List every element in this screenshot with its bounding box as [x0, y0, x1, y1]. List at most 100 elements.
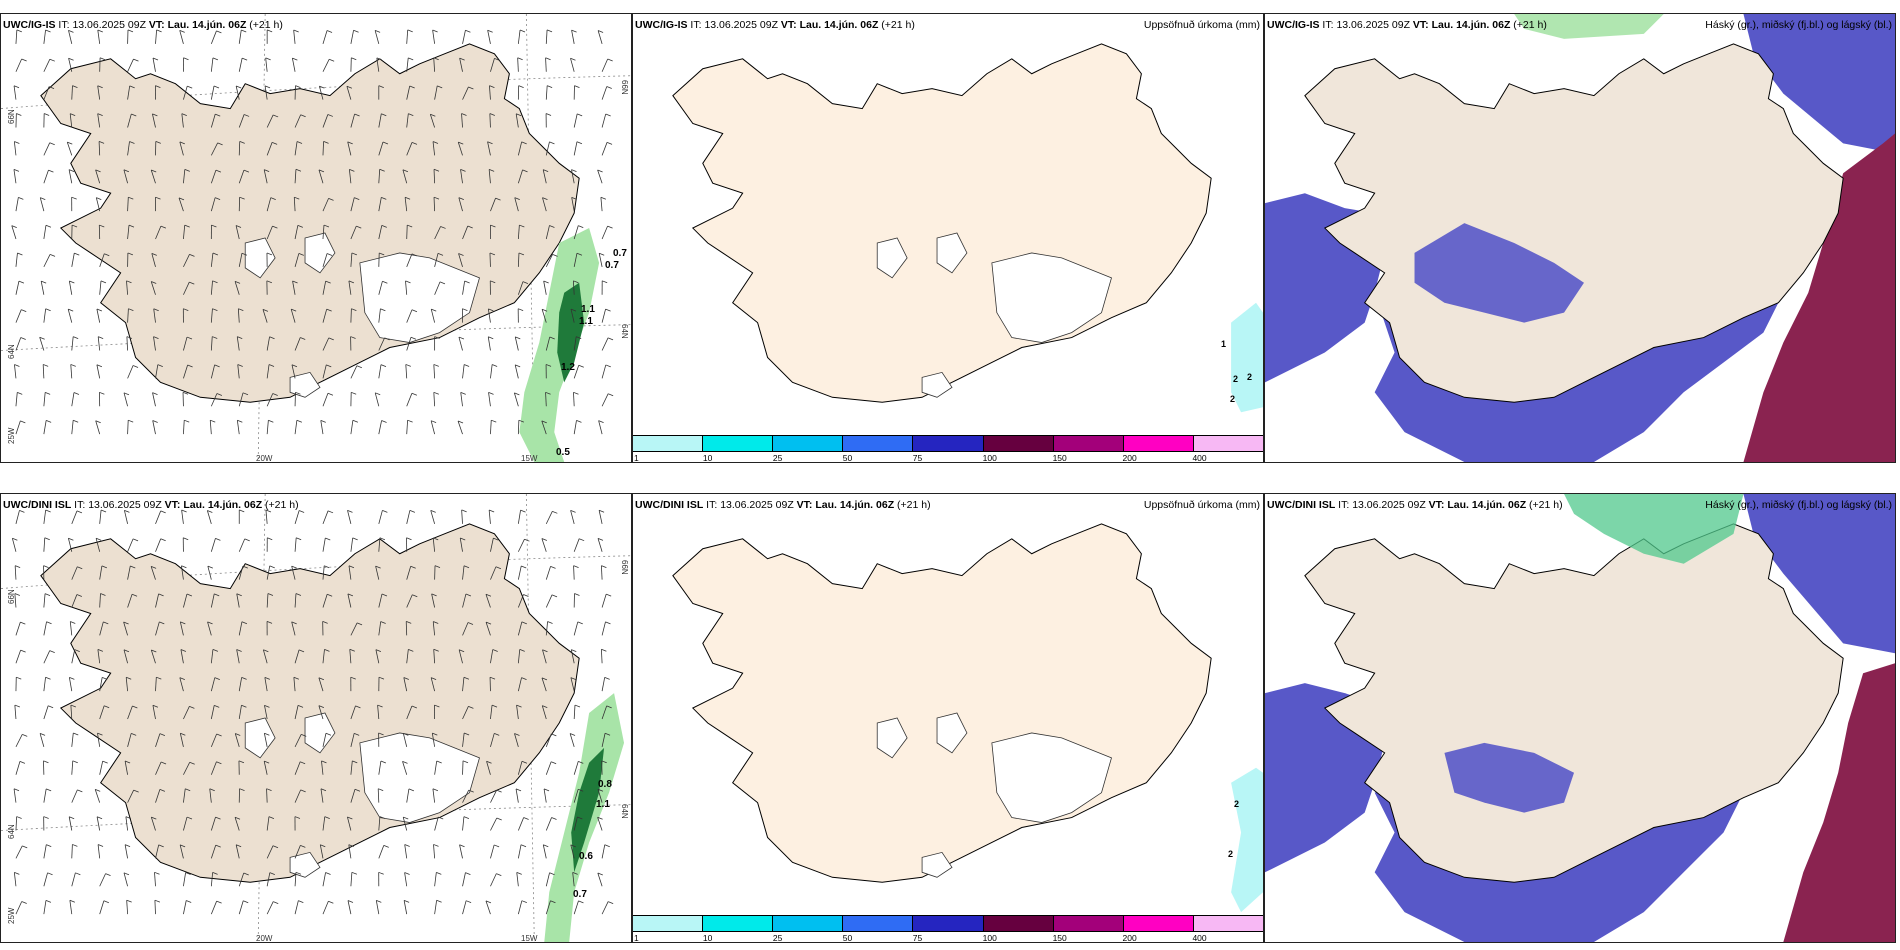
wind-barb: [350, 872, 353, 887]
colorbar-tick: 50: [842, 933, 853, 943]
wind-barb: [291, 565, 296, 580]
wind-barb-flag: [458, 197, 464, 201]
wind-barb: [99, 761, 104, 775]
colorbar-swatch: [773, 916, 844, 931]
wind-barb-flag: [605, 364, 611, 368]
wind-barb-flag: [295, 85, 301, 89]
wind-barb: [183, 169, 186, 184]
wind-barb: [375, 565, 380, 580]
wind-barb: [68, 30, 73, 44]
wind-barb-flag: [209, 788, 215, 792]
wind-barb: [322, 114, 329, 128]
lead-time: (+21 h): [1513, 19, 1547, 31]
wind-barb-flag: [433, 391, 439, 395]
wind-barb-flag: [239, 141, 245, 144]
wind-barb: [402, 733, 408, 747]
wind-barb: [460, 169, 463, 184]
wind-value: 0.5: [556, 447, 570, 458]
wind-barb: [179, 733, 184, 747]
wind-barb-flag: [327, 593, 333, 597]
wind-barb: [71, 336, 74, 351]
wind-barb-flag: [573, 565, 579, 569]
wind-barb-flag: [160, 510, 166, 514]
wind-barb: [155, 789, 161, 803]
wind-barb-flag: [598, 509, 605, 513]
wind-barb: [238, 29, 242, 44]
wind-barb: [378, 141, 384, 156]
wind-barb: [348, 565, 352, 580]
wind-barb: [570, 58, 575, 72]
wind-barb-flag: [405, 364, 411, 367]
wind-barb-flag: [571, 649, 577, 652]
wind-barb-flag: [268, 419, 274, 423]
wind-barb: [597, 817, 603, 831]
colorbar-swatch: [1193, 436, 1263, 451]
model-name: UWC/DINI ISL: [635, 499, 704, 511]
wind-barb: [433, 169, 436, 184]
wind-barb: [238, 566, 244, 580]
wind-barb: [70, 705, 73, 720]
wind-barb: [601, 337, 609, 351]
wind-barb-flag: [491, 364, 498, 367]
wind-barb-flag: [235, 733, 241, 736]
wind-barb-flag: [266, 280, 272, 284]
precip-value: 2: [1230, 394, 1236, 404]
wind-barb: [406, 29, 409, 44]
wind-barb: [237, 308, 240, 323]
wind-barb: [597, 169, 603, 184]
lon-label: 20W: [256, 454, 273, 463]
wind-barb: [573, 900, 579, 915]
wind-barb: [206, 510, 212, 524]
wind-barb-flag: [541, 677, 548, 681]
colorbar-tick: 400: [1192, 933, 1207, 943]
wind-value: 1.1: [581, 304, 595, 315]
wind-barb-flag: [461, 113, 467, 116]
wind-barb: [319, 86, 324, 100]
wind-barb-flag: [67, 141, 73, 145]
wind-barb: [237, 364, 240, 379]
wind-barb-flag: [543, 788, 550, 792]
wind-barb-flag: [68, 308, 74, 312]
wind-barb: [490, 538, 494, 552]
wind-barb: [429, 114, 436, 128]
wind-barb: [98, 141, 101, 156]
wind-barb-flag: [348, 280, 355, 284]
wind-barb: [127, 225, 130, 240]
colorbar-swatch: [1123, 916, 1194, 931]
wind-barb-flag: [96, 364, 103, 368]
iceland-land: [40, 43, 580, 403]
wind-barb-flag: [574, 593, 580, 596]
wind-barb-flag: [411, 253, 418, 257]
wind-barb-flag: [298, 649, 305, 653]
wind-barb-flag: [184, 169, 190, 172]
wind-barb-flag: [434, 336, 440, 339]
wind-barb: [350, 197, 355, 212]
wind-barb-flag: [432, 732, 438, 736]
colorbar-tick: 25: [772, 933, 783, 943]
wind-barb: [266, 393, 274, 407]
wind-barb-flag: [551, 761, 557, 765]
wind-barb-flag: [488, 308, 494, 312]
wind-barb: [434, 900, 438, 915]
wind-barb-flag: [574, 85, 580, 89]
lon-label: 15W: [521, 454, 538, 463]
colorbar-tick: 150: [1052, 933, 1067, 943]
wind-barb: [15, 197, 19, 212]
wind-barb-flag: [292, 280, 298, 284]
wind-barb: [238, 114, 245, 128]
wind-barb: [433, 392, 436, 407]
wind-barb-flag: [264, 732, 270, 736]
wind-barb: [378, 420, 382, 435]
wind-barb: [71, 594, 78, 608]
vt-value: Lau. 14.jún. 06Z: [815, 499, 895, 511]
wind-barb-flag: [433, 621, 439, 624]
wind-barb-flag: [329, 58, 335, 62]
wind-barb: [490, 364, 493, 379]
wind-barb-flag: [489, 252, 496, 256]
wind-barb-flag: [520, 509, 526, 513]
wind-barb-flag: [347, 509, 353, 513]
precip-value: 2: [1234, 799, 1240, 809]
precip-colorbar: 1 10 25 50 75 100 150 200 400: [633, 915, 1263, 942]
wind-barb-flag: [325, 872, 331, 875]
wind-barb-flag: [132, 365, 139, 368]
